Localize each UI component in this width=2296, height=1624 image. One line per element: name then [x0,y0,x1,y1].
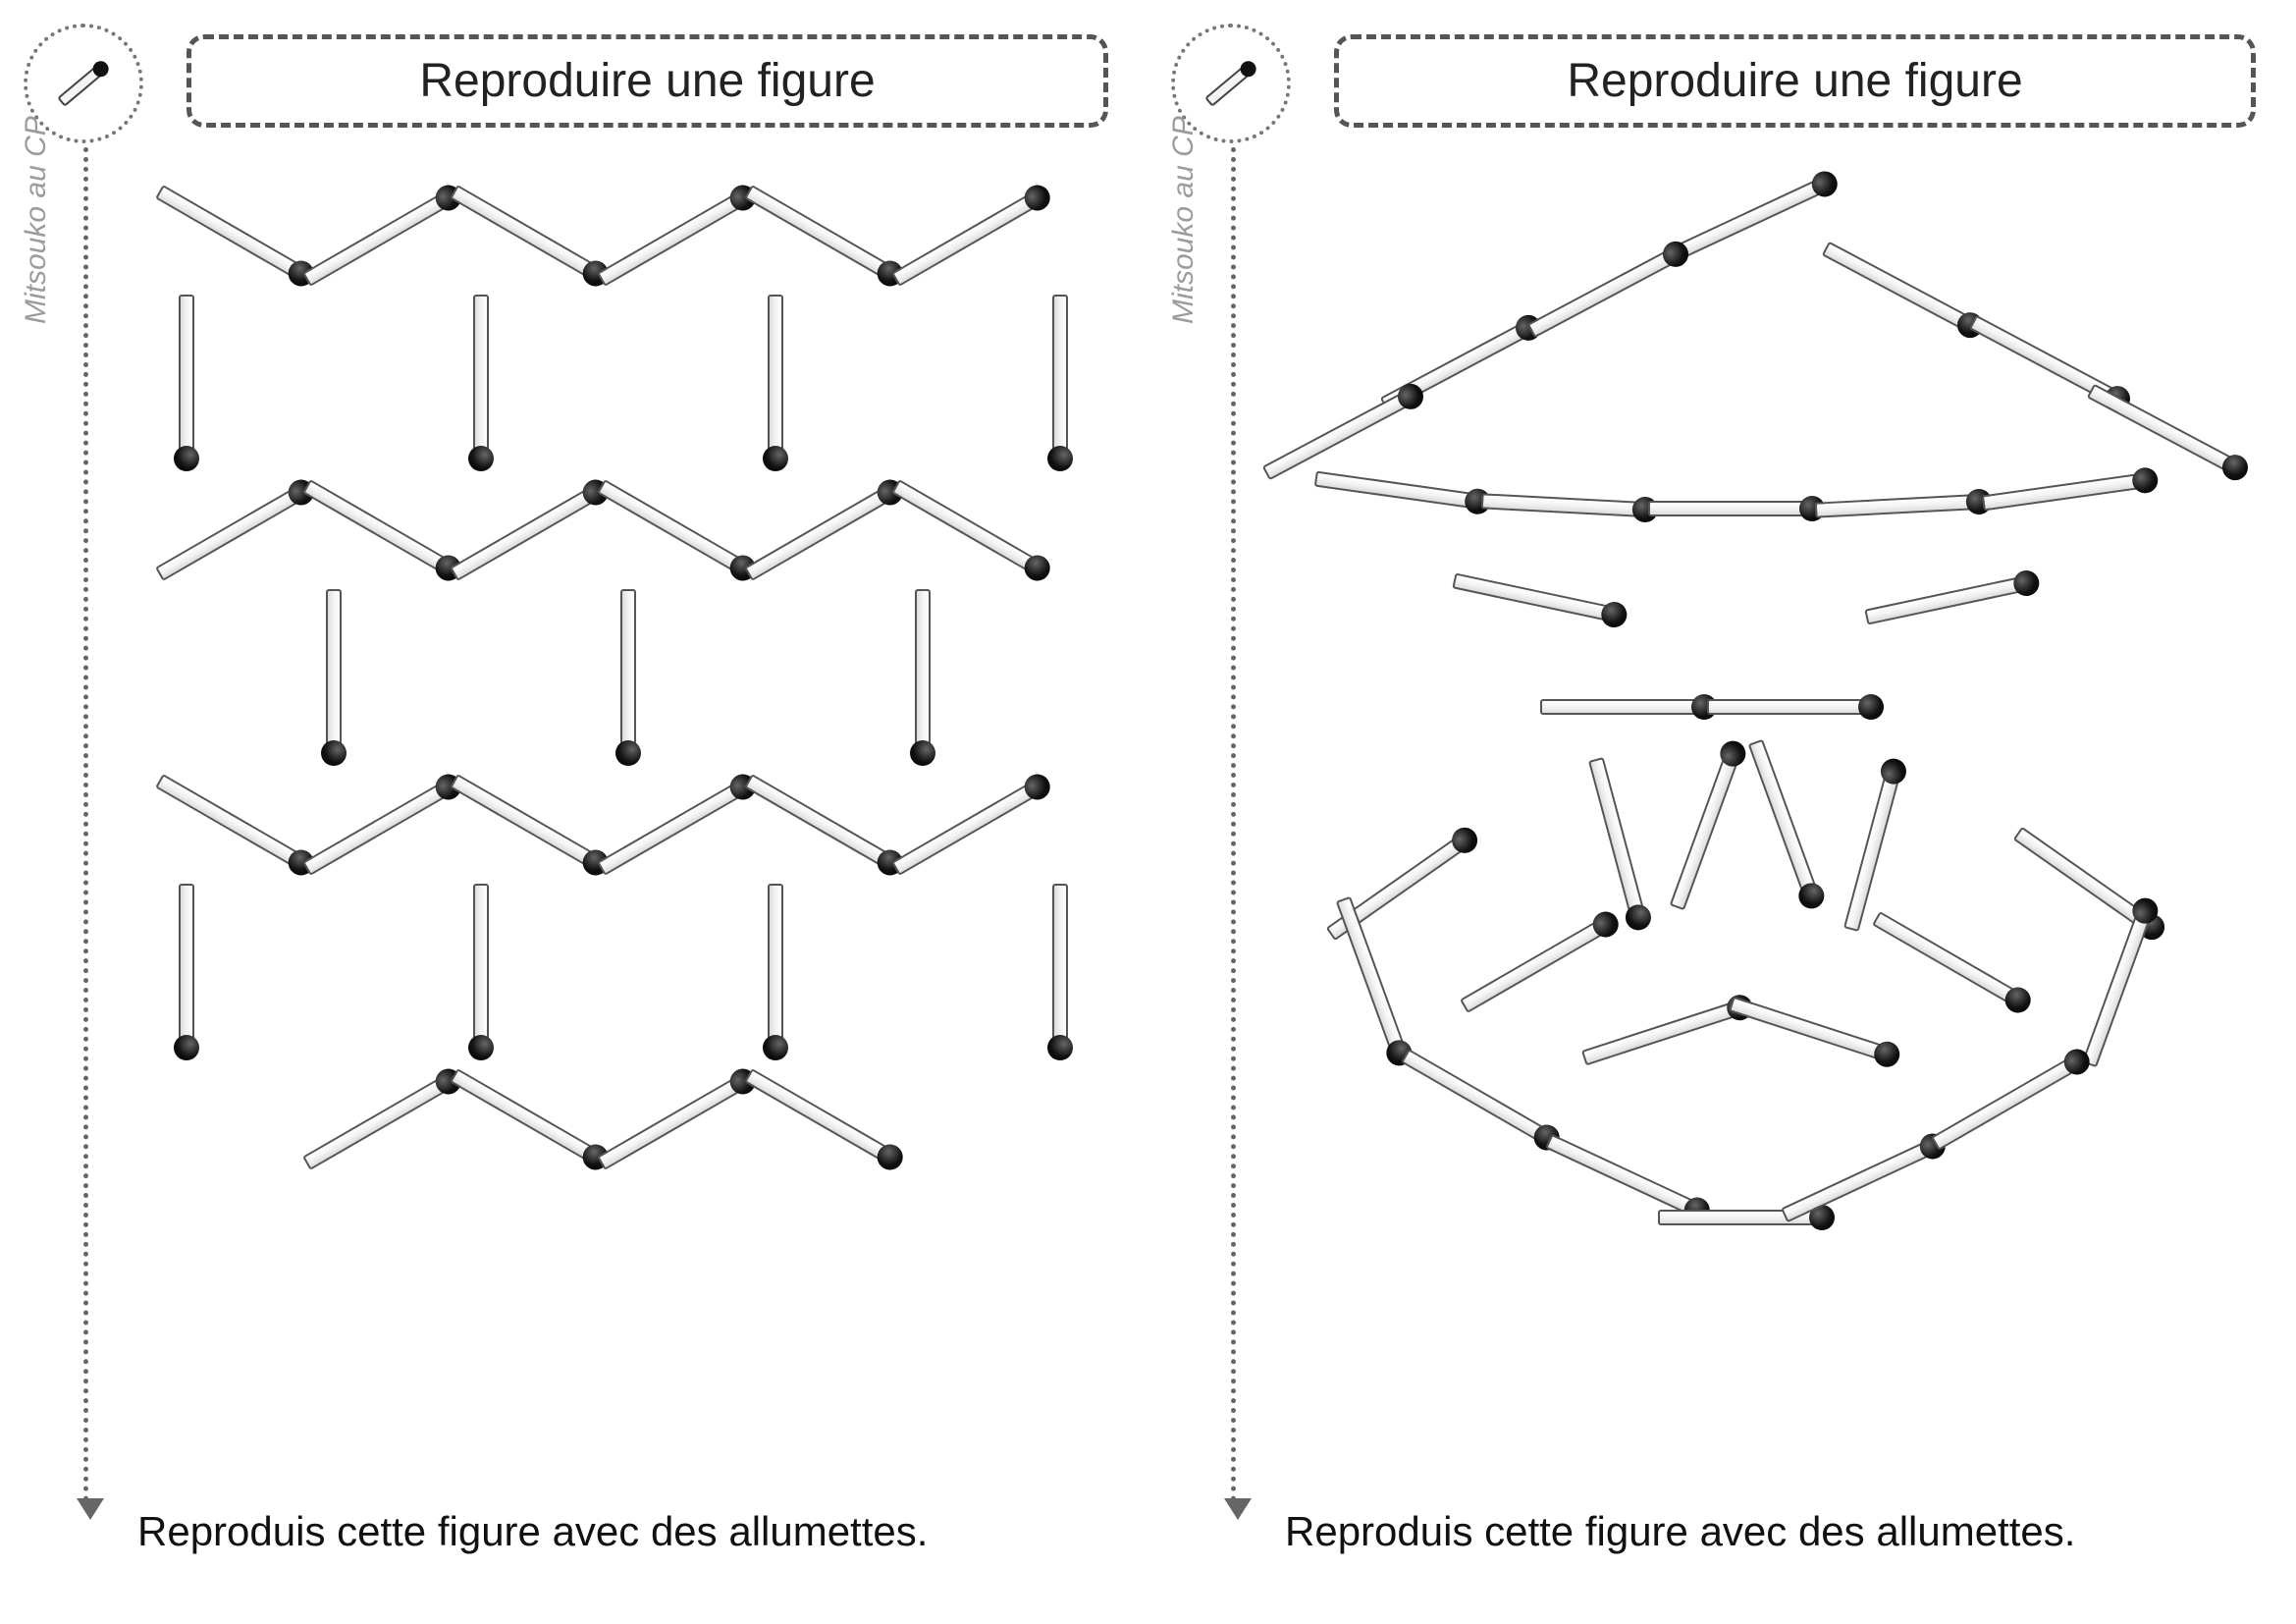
figure-canvas-right [1265,177,2266,1447]
matchstick [470,295,492,471]
matchstick [301,476,465,583]
matchstick [1815,490,1993,520]
matchstick [1452,570,1629,628]
matchstick-icon [1197,49,1265,118]
matchstick [1585,756,1652,933]
instruction-text: Reproduis cette figure avec des allumett… [137,1508,1108,1555]
matchstick [1864,570,2042,628]
matchstick [1525,239,1691,341]
matchstick [596,1065,760,1172]
matchstick [1672,169,1841,263]
matchstick [890,771,1054,878]
matchstick [176,884,197,1060]
title-box: Reproduire une figure [187,34,1108,128]
matchstick [1580,994,1755,1069]
matchstick-icon [49,49,118,118]
title-text: Reproduire une figure [1567,54,2022,108]
matchstick [176,295,197,471]
matchstick [890,476,1054,583]
matchstick [449,1065,613,1172]
matchstick [890,182,1054,289]
matchstick [301,771,465,878]
worksheet-left: Mitsouko au CP Reproduire une figure Rep… [0,0,1148,1624]
matchstick [1728,994,1902,1069]
matchstick [1780,1131,1949,1225]
matchstick [154,771,318,878]
credit-text: Mitsouko au CP [1167,116,1201,324]
matchstick [765,884,786,1060]
matchstick [301,182,465,289]
instruction-text: Reproduis cette figure avec des allumett… [1285,1508,2256,1555]
matchstick [765,295,786,471]
credit-text: Mitsouko au CP [20,116,53,324]
matchstick [1481,490,1659,520]
matchstick [323,589,345,766]
matchstick [1400,1046,1564,1153]
matchstick [2085,381,2251,483]
matchstick [743,476,907,583]
matchstick [2079,895,2160,1069]
vertical-dotted-line [83,147,88,1502]
matchstick [154,182,318,289]
vertical-dotted-line [1231,147,1236,1502]
matchstick [596,476,760,583]
matchstick [154,476,318,583]
matchstick [1049,884,1071,1060]
matchstick [1871,908,2035,1015]
matchstick [1667,738,1747,912]
matchstick [1333,895,1414,1069]
matchstick [596,182,760,289]
matchstick [1313,468,1491,514]
matchstick [1459,908,1623,1015]
matchstick [743,1065,907,1172]
matchstick [743,182,907,289]
matchstick [1930,1046,2094,1153]
matchstick [449,771,613,878]
matchstick [449,182,613,289]
matchstick [596,771,760,878]
matchstick [1841,756,1907,933]
title-text: Reproduire une figure [419,54,875,108]
matchstick [1707,696,1884,718]
matchstick [1049,295,1071,471]
figure-canvas-left [118,177,1118,1447]
matchstick [1745,738,1826,912]
matchstick [1540,696,1717,718]
matchstick [1820,239,1986,341]
matchstick [470,884,492,1060]
title-box: Reproduire une figure [1334,34,2256,128]
matchstick [1648,498,1825,519]
matchstick [301,1065,465,1172]
matchstick [1981,468,2159,514]
matchstick [912,589,934,766]
matchstick [449,476,613,583]
worksheet-right: Mitsouko au CP Reproduire une figure Rep… [1148,0,2295,1624]
matchstick [1260,381,1426,483]
matchstick [617,589,639,766]
matchstick [743,771,907,878]
